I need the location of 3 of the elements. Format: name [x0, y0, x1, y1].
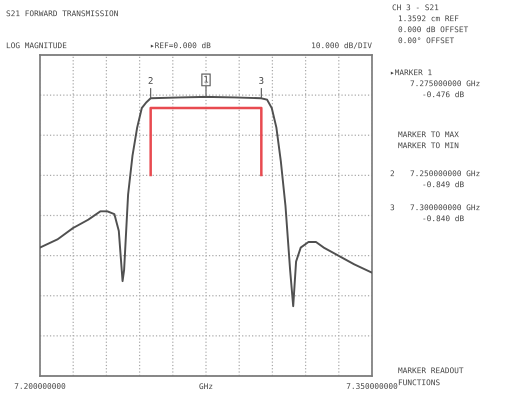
annotation: 1 — [204, 76, 208, 82]
annotation: 2 — [148, 77, 153, 84]
annotation: 3 — [259, 77, 264, 84]
